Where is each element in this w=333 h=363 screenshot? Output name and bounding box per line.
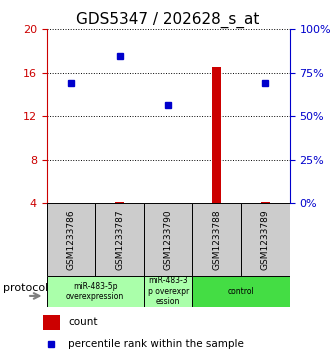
- Bar: [212, 67, 221, 203]
- Bar: [47, 203, 95, 276]
- Text: percentile rank within the sample: percentile rank within the sample: [68, 339, 244, 349]
- Bar: [47, 276, 144, 307]
- Bar: [43, 315, 61, 330]
- Bar: [241, 203, 290, 276]
- Text: GSM1233789: GSM1233789: [261, 209, 270, 270]
- Text: protocol: protocol: [3, 283, 49, 293]
- Bar: [115, 202, 124, 203]
- Text: control: control: [228, 287, 254, 296]
- Bar: [144, 276, 192, 307]
- Text: GSM1233788: GSM1233788: [212, 209, 221, 270]
- Bar: [192, 276, 290, 307]
- Bar: [144, 203, 192, 276]
- Text: miR-483-5p
overexpression: miR-483-5p overexpression: [66, 282, 124, 301]
- Title: GDS5347 / 202628_s_at: GDS5347 / 202628_s_at: [77, 12, 260, 28]
- Bar: [261, 202, 270, 203]
- Text: miR-483-3
p overexpr
ession: miR-483-3 p overexpr ession: [148, 276, 189, 306]
- Text: count: count: [68, 317, 98, 327]
- Bar: [192, 203, 241, 276]
- Bar: [95, 203, 144, 276]
- Text: GSM1233790: GSM1233790: [164, 209, 173, 270]
- Text: GSM1233787: GSM1233787: [115, 209, 124, 270]
- Text: GSM1233786: GSM1233786: [66, 209, 76, 270]
